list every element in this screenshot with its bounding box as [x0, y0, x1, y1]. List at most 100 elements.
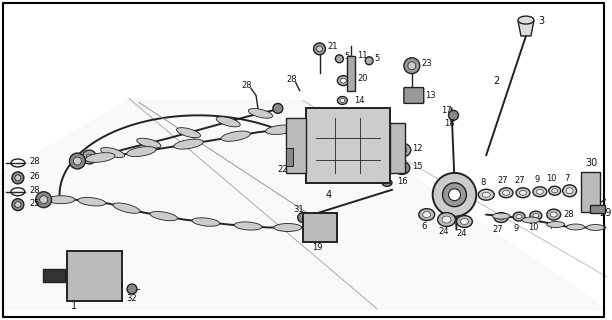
FancyBboxPatch shape — [591, 205, 605, 212]
Text: 10: 10 — [547, 174, 557, 183]
Text: 27: 27 — [493, 225, 504, 234]
Ellipse shape — [498, 215, 505, 220]
Ellipse shape — [533, 187, 547, 197]
Text: 25: 25 — [30, 199, 40, 208]
Circle shape — [291, 158, 300, 168]
Text: 11: 11 — [357, 51, 368, 60]
FancyBboxPatch shape — [286, 148, 293, 166]
Text: 7: 7 — [548, 222, 553, 231]
Ellipse shape — [113, 203, 140, 213]
Ellipse shape — [438, 212, 455, 227]
Ellipse shape — [552, 189, 558, 193]
Ellipse shape — [47, 196, 75, 204]
Text: 17: 17 — [441, 106, 451, 115]
Circle shape — [73, 157, 81, 165]
Ellipse shape — [398, 165, 406, 171]
Text: 21: 21 — [327, 42, 338, 52]
Text: 28: 28 — [564, 210, 574, 219]
Ellipse shape — [136, 138, 161, 148]
Ellipse shape — [550, 212, 557, 217]
Circle shape — [433, 173, 476, 217]
Ellipse shape — [100, 148, 125, 157]
Ellipse shape — [442, 216, 451, 223]
Ellipse shape — [221, 131, 250, 141]
Text: 24: 24 — [456, 229, 467, 238]
FancyBboxPatch shape — [390, 123, 405, 173]
Circle shape — [449, 110, 458, 120]
Text: 15: 15 — [412, 163, 422, 172]
Circle shape — [88, 279, 107, 299]
Text: 5: 5 — [374, 54, 379, 63]
Circle shape — [291, 123, 300, 133]
Text: 23: 23 — [422, 59, 432, 68]
Circle shape — [321, 228, 329, 236]
Ellipse shape — [397, 146, 407, 154]
Text: 27: 27 — [498, 176, 509, 185]
Text: 31: 31 — [294, 205, 304, 214]
Circle shape — [308, 219, 316, 227]
Ellipse shape — [340, 78, 346, 83]
Text: 28: 28 — [30, 157, 40, 166]
Text: 7: 7 — [564, 174, 569, 183]
Text: 30: 30 — [586, 158, 598, 168]
FancyBboxPatch shape — [581, 172, 600, 212]
FancyBboxPatch shape — [348, 56, 355, 91]
Circle shape — [316, 46, 323, 52]
Circle shape — [449, 189, 460, 201]
Text: 5: 5 — [345, 52, 349, 61]
Ellipse shape — [419, 209, 435, 220]
Text: 26: 26 — [30, 172, 40, 181]
Text: 28: 28 — [241, 81, 252, 90]
Text: 24: 24 — [438, 227, 449, 236]
Text: 27: 27 — [515, 176, 525, 185]
Circle shape — [313, 43, 326, 55]
Circle shape — [273, 103, 283, 113]
Ellipse shape — [340, 99, 345, 102]
Ellipse shape — [494, 212, 508, 222]
Circle shape — [70, 153, 85, 169]
Circle shape — [12, 172, 24, 184]
Ellipse shape — [547, 209, 561, 220]
Circle shape — [297, 212, 308, 222]
Ellipse shape — [274, 223, 302, 231]
Polygon shape — [0, 100, 605, 309]
Ellipse shape — [536, 189, 543, 194]
Text: 22: 22 — [278, 165, 288, 174]
FancyBboxPatch shape — [43, 269, 64, 282]
Ellipse shape — [423, 212, 431, 218]
Ellipse shape — [337, 97, 348, 104]
Ellipse shape — [176, 128, 201, 138]
Ellipse shape — [518, 16, 534, 24]
Ellipse shape — [567, 224, 584, 230]
Ellipse shape — [234, 222, 262, 230]
Ellipse shape — [460, 219, 468, 225]
Circle shape — [442, 183, 466, 207]
Ellipse shape — [533, 213, 539, 218]
FancyBboxPatch shape — [286, 118, 305, 173]
Ellipse shape — [150, 212, 177, 221]
Ellipse shape — [566, 188, 573, 194]
Circle shape — [40, 196, 48, 204]
Ellipse shape — [530, 211, 542, 220]
Ellipse shape — [502, 190, 510, 195]
Circle shape — [88, 256, 107, 276]
Text: 9: 9 — [513, 224, 518, 233]
Circle shape — [35, 192, 51, 208]
Ellipse shape — [174, 139, 203, 149]
Ellipse shape — [516, 215, 522, 219]
FancyBboxPatch shape — [305, 108, 390, 183]
Text: 29: 29 — [599, 208, 612, 218]
Ellipse shape — [499, 188, 513, 198]
FancyBboxPatch shape — [404, 88, 424, 103]
Ellipse shape — [78, 197, 106, 206]
Ellipse shape — [586, 225, 604, 230]
Ellipse shape — [479, 189, 494, 200]
Ellipse shape — [337, 76, 349, 85]
Ellipse shape — [547, 221, 565, 228]
Circle shape — [583, 178, 597, 192]
Ellipse shape — [457, 216, 472, 228]
Ellipse shape — [513, 212, 525, 221]
Circle shape — [404, 58, 420, 74]
Text: 3: 3 — [538, 16, 544, 26]
Circle shape — [588, 182, 594, 188]
